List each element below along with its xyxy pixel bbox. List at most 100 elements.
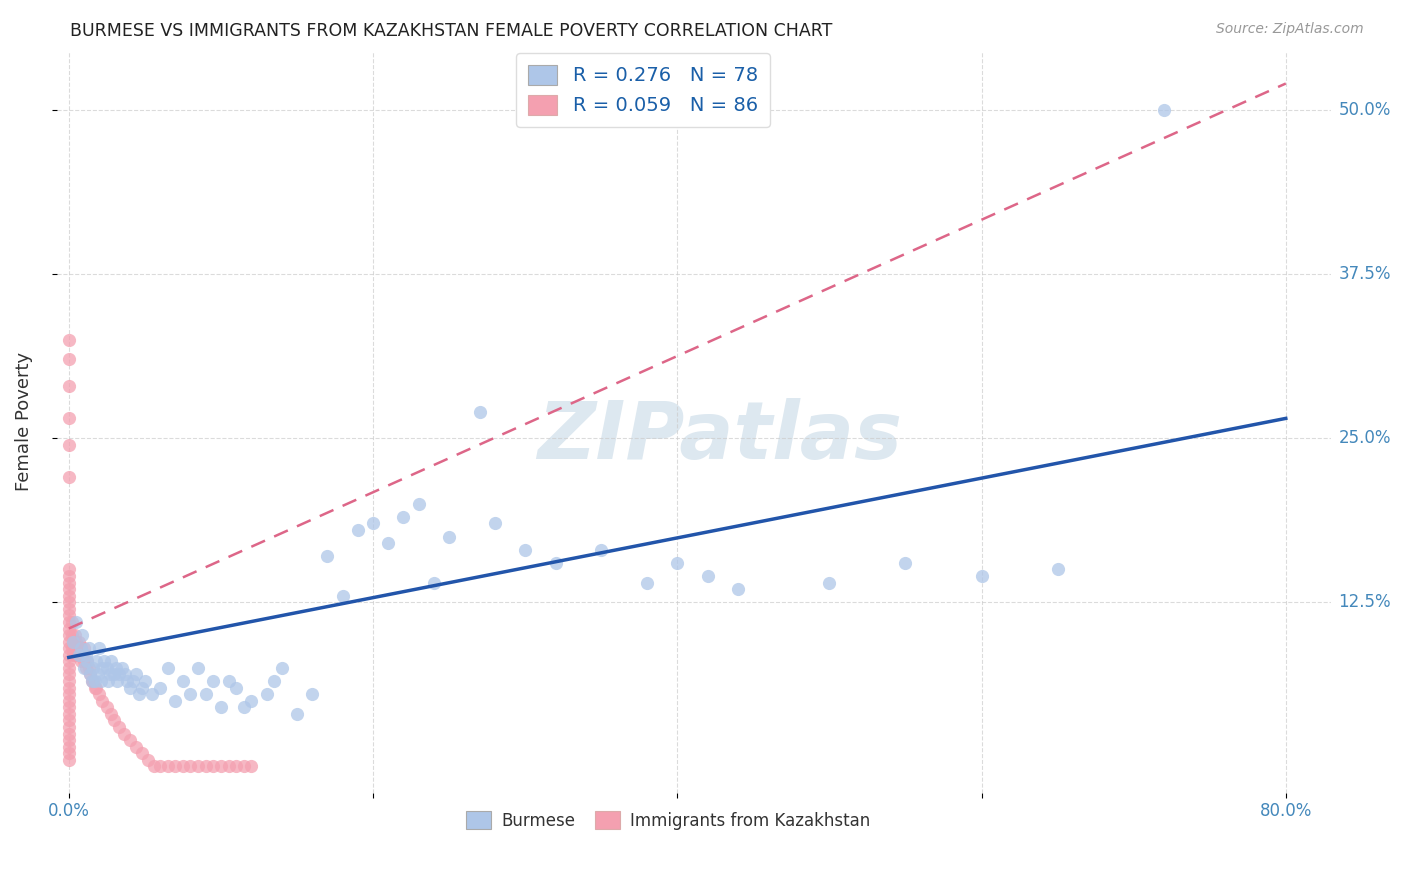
Point [82,673,104,688]
Legend: Burmese, Immigrants from Kazakhstan: Burmese, Immigrants from Kazakhstan [460,805,877,837]
Point [118,681,141,695]
Point [134,673,156,688]
Point [93,654,115,668]
Point [97,673,120,688]
Point [544,556,567,570]
Point [58,673,80,688]
Point [67,634,90,648]
Point [128,687,150,701]
Point [58,575,80,590]
Point [58,694,80,708]
Point [591,542,613,557]
Point [82,661,104,675]
Point [63,641,86,656]
Point [65,648,87,662]
Point [73,641,96,656]
Point [156,759,179,773]
Point [240,694,263,708]
Point [58,602,80,616]
Point [112,726,135,740]
Point [58,582,80,596]
Point [58,615,80,629]
Point [58,753,80,767]
Point [149,759,172,773]
Point [225,681,247,695]
Point [100,706,122,721]
Point [77,661,100,675]
Point [187,759,209,773]
Point [165,694,187,708]
Text: ZIPatlas: ZIPatlas [537,398,903,475]
Point [58,589,80,603]
Point [58,648,80,662]
Point [58,654,80,668]
Point [58,437,80,451]
Point [104,661,127,675]
Point [108,667,131,681]
Point [58,739,80,754]
Point [58,622,80,636]
Y-axis label: Female Poverty: Female Poverty [15,352,32,491]
Point [58,733,80,747]
Point [76,654,98,668]
Point [58,661,80,675]
Point [60,615,83,629]
Point [194,759,217,773]
Point [131,746,153,760]
Point [58,333,80,347]
Point [73,654,96,668]
Point [63,628,86,642]
Point [408,497,430,511]
Point [156,661,179,675]
Point [62,634,84,648]
Point [332,589,354,603]
Point [67,648,90,662]
Point [179,759,201,773]
Point [468,405,491,419]
Point [209,700,232,714]
Point [209,759,232,773]
Point [179,687,201,701]
Point [218,759,240,773]
Point [72,648,94,662]
Point [58,562,80,576]
Point [316,549,339,564]
Point [96,661,118,675]
Point [143,759,166,773]
Point [58,641,80,656]
Point [392,509,415,524]
Point [232,759,254,773]
Point [270,661,292,675]
Point [121,673,143,688]
Point [515,542,537,557]
Point [118,733,141,747]
Point [89,641,111,656]
Point [58,595,80,609]
Point [377,536,399,550]
Point [1046,562,1069,576]
Point [66,648,89,662]
Point [131,681,153,695]
Point [83,681,105,695]
Point [80,673,103,688]
Point [149,681,172,695]
Text: 37.5%: 37.5% [1339,265,1391,283]
Point [256,687,278,701]
Point [58,714,80,728]
Point [125,739,148,754]
Point [218,673,240,688]
Point [107,673,129,688]
Point [696,569,718,583]
Point [225,759,247,773]
Point [70,654,93,668]
Point [58,608,80,623]
Point [125,667,148,681]
Point [75,648,97,662]
Point [67,641,90,656]
Point [58,687,80,701]
Point [58,700,80,714]
Text: 50.0%: 50.0% [1339,101,1391,119]
Point [58,667,80,681]
Point [232,700,254,714]
Point [58,746,80,760]
